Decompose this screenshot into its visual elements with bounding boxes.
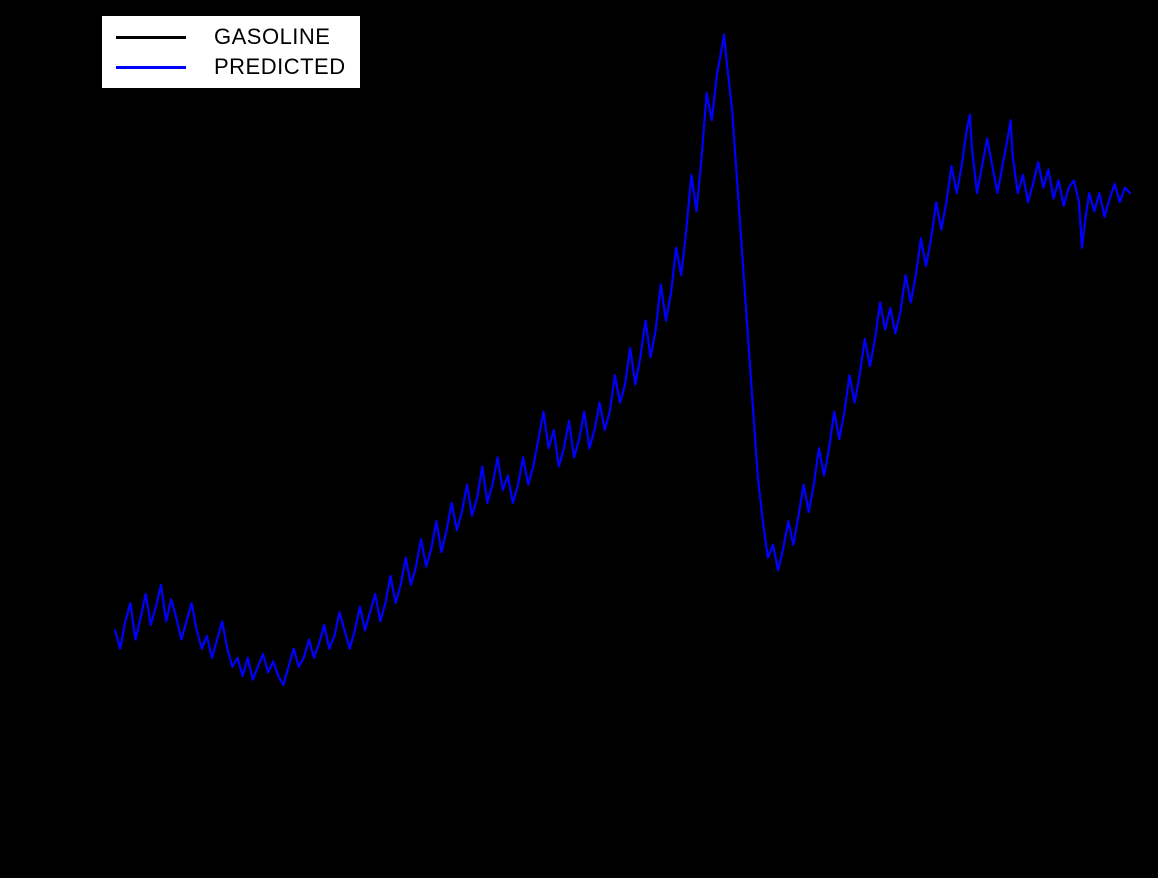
legend-item-gasoline: GASOLINE xyxy=(116,22,346,52)
legend-label-gasoline: GASOLINE xyxy=(214,24,330,50)
legend-item-predicted: PREDICTED xyxy=(116,52,346,82)
legend: GASOLINE PREDICTED xyxy=(100,14,362,90)
legend-swatch-predicted xyxy=(116,66,186,69)
line-chart-svg xyxy=(0,0,1158,878)
legend-label-predicted: PREDICTED xyxy=(214,54,346,80)
chart-container: GASOLINE PREDICTED xyxy=(0,0,1158,878)
legend-swatch-gasoline xyxy=(116,36,186,39)
